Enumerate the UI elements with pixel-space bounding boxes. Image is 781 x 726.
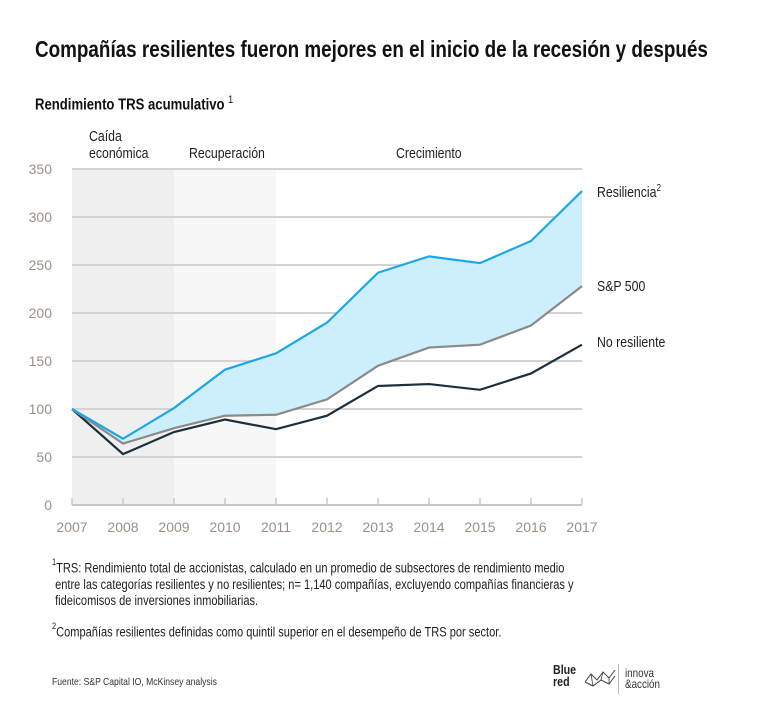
x-tick-label: 2008: [107, 519, 138, 535]
series-label-resiliencia: Resiliencia2: [597, 183, 662, 201]
phase-label-crecimiento: Crecimiento: [396, 145, 462, 162]
series-label-no-resiliente: No resiliente: [597, 334, 666, 351]
x-tick-label: 2017: [566, 519, 597, 535]
phase-shade-0: [72, 169, 174, 505]
y-tick-label: 50: [36, 449, 52, 465]
phase-label-caida: Caída económica: [89, 128, 149, 162]
fill-between-area: [72, 191, 582, 444]
x-tick-label: 2015: [464, 519, 495, 535]
chart-subtitle: Rendimiento TRS acumulativo 1: [35, 94, 234, 114]
line-chart: 0 50 100 150 200 250 300 350 2007 2008 2009 2010 20…: [29, 161, 598, 535]
series-line-resiliencia: [71, 190, 583, 441]
phase-label-recuperacion: Recuperación: [189, 145, 265, 162]
series-line-s-p-500: [71, 285, 583, 445]
x-tick-label: 2014: [413, 519, 444, 535]
x-tick-label: 2009: [158, 519, 189, 535]
y-tick-label: 350: [29, 161, 53, 177]
y-tick-label: 0: [44, 497, 52, 513]
x-tick-label: 2016: [515, 519, 546, 535]
x-tick-label: 2011: [261, 519, 291, 535]
y-tick-label: 100: [29, 401, 53, 417]
y-tick-label: 200: [29, 305, 53, 321]
x-tick-label: 2012: [311, 519, 342, 535]
source-note: Fuente: S&P Capital IO, McKinsey analysi…: [52, 676, 217, 688]
x-tick-label: 2007: [56, 519, 87, 535]
footnote-2: 2Compañías resilientes definidas como qu…: [52, 621, 502, 640]
series-label-sp500: S&P 500: [597, 278, 646, 295]
phase-shade-1: [174, 169, 276, 505]
footnote-1: 1TRS: Rendimiento total de accionistas, …: [52, 557, 574, 608]
logo-divider: [618, 664, 619, 694]
x-tick-label: 2013: [362, 519, 393, 535]
innova-accion-logo: innova &acción: [625, 666, 661, 691]
network-icon: [584, 669, 616, 687]
y-tick-label: 300: [29, 209, 53, 225]
x-tick-label: 2010: [209, 519, 240, 535]
chart-title: Compañías resilientes fueron mejores en …: [35, 36, 708, 62]
y-tick-label: 250: [29, 257, 53, 273]
bluered-logo: Blue red: [553, 663, 616, 688]
series-line-no-resiliente: [71, 343, 583, 456]
y-tick-label: 150: [29, 353, 53, 369]
